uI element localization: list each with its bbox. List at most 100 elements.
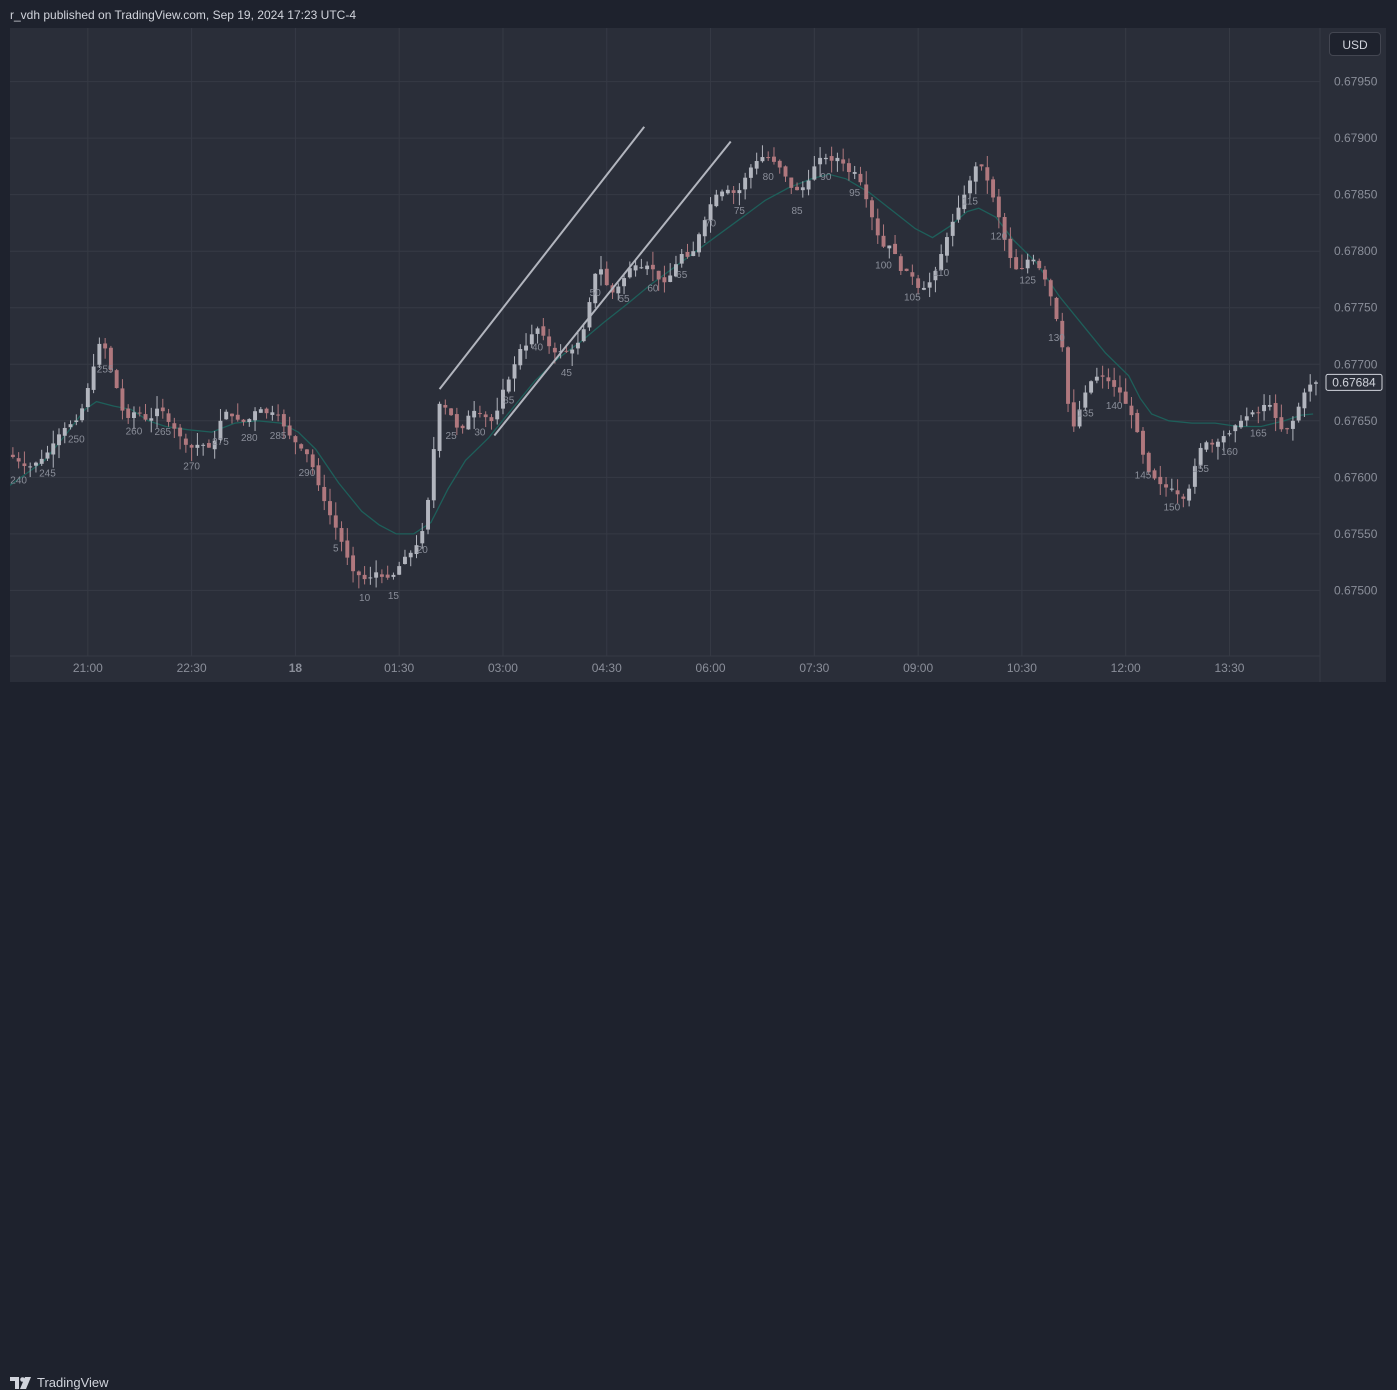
candle-body — [1089, 381, 1094, 393]
candle-body — [114, 370, 119, 389]
candle-body — [650, 264, 655, 270]
candle-body — [206, 443, 211, 448]
candle-body — [921, 287, 926, 290]
candle-body — [483, 414, 488, 418]
candle-body — [1100, 375, 1105, 377]
candle-body — [823, 157, 828, 160]
candle-body — [835, 157, 840, 162]
candle-body — [247, 419, 252, 422]
candle-body — [956, 207, 961, 220]
candle-body — [789, 177, 794, 188]
candle-body — [1267, 404, 1272, 407]
candle-body — [443, 404, 448, 408]
candle-body — [1008, 238, 1013, 258]
candle-body — [852, 172, 857, 174]
candle-body — [818, 157, 823, 165]
candle-body — [85, 388, 90, 408]
tradingview-logo[interactable]: TradingView — [10, 1375, 109, 1390]
candle-body — [806, 180, 811, 190]
candle-body — [506, 379, 511, 392]
time-tick-label: 13:30 — [1214, 661, 1244, 675]
bar-count-label: 40 — [532, 342, 544, 353]
candle-body — [264, 408, 269, 414]
price-tick-label: 0.67850 — [1334, 188, 1378, 202]
candle-body — [1192, 466, 1197, 487]
candle-body — [80, 408, 85, 421]
candle-body — [668, 275, 673, 282]
candle-body — [616, 286, 621, 294]
candle-body — [933, 270, 938, 281]
bar-count-label: 290 — [299, 468, 316, 479]
bar-count-label: 150 — [1163, 503, 1180, 514]
candle-body — [1031, 259, 1036, 262]
candle-body — [691, 251, 696, 257]
candle-body — [604, 268, 609, 286]
candle-body — [1250, 412, 1255, 415]
channel-trendline — [493, 140, 732, 437]
bar-count-label: 125 — [1019, 276, 1036, 287]
candle-body — [299, 444, 304, 449]
moving-average — [10, 173, 1314, 535]
footer-bar: TradingView — [0, 682, 1397, 1390]
time-axis: 21:00 22:30 18 01:30 03:00 04:30 06:00 07:30 09:… — [73, 661, 1245, 675]
price-tick-label: 0.67600 — [1334, 470, 1378, 484]
candle-body — [477, 413, 482, 415]
candle-body — [1025, 259, 1030, 269]
candle-body — [702, 220, 707, 237]
time-tick-label: 12:00 — [1111, 661, 1141, 675]
bar-count-label: 25 — [446, 431, 458, 442]
price-tick-label: 0.67800 — [1334, 244, 1378, 258]
candle-body — [155, 408, 159, 417]
candle-body — [950, 221, 955, 236]
bar-count-label: 65 — [676, 270, 688, 281]
bar-count-labels: 240 245 250 255 260 265 270 275 280 285 290 5 10 15 20… — [10, 172, 1267, 604]
candle-body — [22, 463, 27, 467]
candle-body — [656, 270, 661, 280]
candle-body — [1112, 380, 1117, 387]
candle-body — [1221, 436, 1226, 443]
candle-body — [489, 417, 494, 422]
bar-count-label: 45 — [561, 368, 573, 379]
candle-body — [1002, 216, 1007, 240]
candle-body — [368, 577, 373, 579]
candle-body — [939, 254, 944, 271]
candle-body — [904, 268, 909, 271]
bar-count-label: 90 — [820, 172, 832, 183]
candle-body — [812, 166, 817, 180]
candle-body — [552, 347, 557, 353]
bar-count-label: 135 — [1077, 409, 1094, 420]
candle-body — [1314, 382, 1318, 384]
candle-body — [195, 444, 200, 448]
candle-body — [587, 302, 592, 328]
candle-body — [593, 273, 598, 304]
candle-body — [449, 408, 454, 416]
candle-body — [68, 424, 73, 428]
bar-count-label: 115 — [962, 197, 978, 208]
candle-body — [454, 414, 459, 428]
candle-body — [1262, 404, 1267, 412]
channel-trendline — [438, 126, 646, 390]
bar-count-label: 165 — [1250, 428, 1267, 439]
currency-button[interactable]: USD — [1329, 32, 1381, 56]
candle-body — [501, 389, 505, 409]
candle-body — [1290, 420, 1295, 429]
last-price-label: 0.67684 — [1332, 375, 1376, 389]
candle-body — [1141, 430, 1145, 455]
chart-grid — [10, 28, 1386, 682]
candle-body — [1175, 490, 1180, 495]
bar-count-label: 285 — [270, 431, 287, 442]
bar-count-label: 140 — [1106, 401, 1123, 412]
candle-body — [403, 556, 407, 565]
last-price-badge — [1325, 373, 1383, 391]
candle-body — [1129, 405, 1134, 416]
candle-body — [178, 427, 183, 437]
candle-body — [391, 574, 396, 577]
chart-pane[interactable]: 240 245 250 255 260 265 270 275 280 285 290 5 10 15 20… — [10, 28, 1386, 682]
candle-body — [339, 528, 344, 542]
price-chart[interactable]: 240 245 250 255 260 265 270 275 280 285 290 5 10 15 20… — [10, 28, 1386, 682]
candle-body — [1244, 416, 1249, 421]
candle-body — [772, 156, 776, 162]
candle-body — [1043, 269, 1047, 280]
candle-body — [720, 191, 725, 197]
candle-body — [777, 160, 782, 168]
